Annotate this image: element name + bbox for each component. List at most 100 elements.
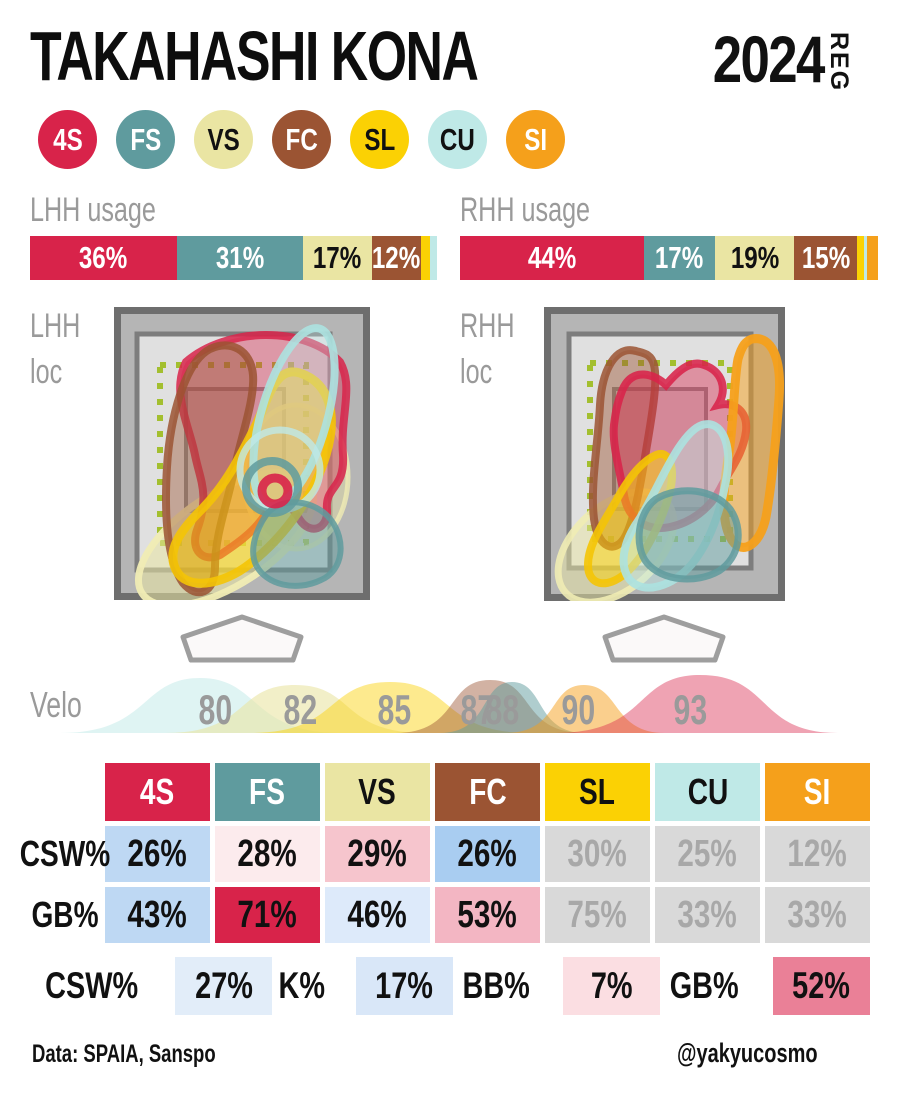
col-header-vs: VS	[325, 763, 430, 821]
pitch-badge-sl: SL	[350, 110, 409, 169]
table-corner	[30, 763, 100, 821]
usage-segment-fs: 31%	[176, 236, 303, 281]
velo-tick-80: 80	[198, 686, 232, 733]
season-year: 2024	[712, 22, 826, 96]
gb-4s: 43%	[105, 887, 210, 943]
overall-stats-row: CSW% 27% K% 17% BB% 7% GB% 52%	[32, 957, 870, 1015]
usage-segment-fc: 15%	[794, 236, 858, 281]
gb-fs: 71%	[215, 887, 320, 943]
rhh-location-plot	[544, 307, 785, 601]
csw-fs: 28%	[215, 826, 320, 882]
col-header-sl: SL	[545, 763, 650, 821]
pitch-badge-label: CU	[440, 121, 475, 157]
velo-tick-85: 85	[377, 686, 411, 733]
contour-fs	[635, 487, 742, 583]
overall-bb-value: 7%	[563, 957, 661, 1015]
velo-curve-sl	[250, 682, 530, 733]
overall-bb: BB% 7%	[453, 957, 661, 1015]
pitch-badge-label: SL	[364, 121, 395, 157]
usage-segment-cu	[863, 236, 868, 281]
row-label-csw: CSW%	[20, 826, 110, 882]
pitch-badge-vs: VS	[194, 110, 253, 169]
lhh-location-plot	[114, 307, 370, 600]
col-header-cu: CU	[655, 763, 760, 821]
usage-segment-4s: 44%	[460, 236, 644, 281]
usage-segment-fc: 12%	[371, 236, 421, 281]
gb-sl: 75%	[545, 887, 650, 943]
csw-si: 12%	[765, 826, 870, 882]
contour-fs-ring	[242, 457, 302, 517]
gb-fc: 53%	[435, 887, 540, 943]
velo-distribution-chart	[60, 675, 838, 733]
usage-segment-4s: 36%	[30, 236, 177, 281]
overall-csw-value: 27%	[175, 957, 273, 1015]
lhh-usage-bar: 36% 31% 17% 12%	[30, 236, 437, 281]
velo-tick-93: 93	[673, 686, 707, 733]
usage-segment-cu	[430, 236, 437, 281]
pitch-badge-label: SI	[524, 121, 547, 157]
player-name: TAKAHASHI KONA	[30, 17, 479, 95]
velo-curve-4s	[555, 675, 838, 733]
col-header-4s: 4S	[105, 763, 210, 821]
lhh-usage-title: LHH usage	[30, 191, 156, 229]
overall-k-value: 17%	[355, 957, 453, 1015]
lhh-home-plate	[180, 614, 304, 663]
rhh-usage-title: RHH usage	[460, 191, 591, 229]
season-block: 2024 REG	[685, 26, 853, 92]
pitch-stats-table: 4S FS VS FC SL CU SI CSW% 26% 28% 29% 26…	[20, 763, 870, 943]
gb-si: 33%	[765, 887, 870, 943]
home-plate-shape	[180, 614, 304, 663]
velo-tick-87: 87	[460, 686, 494, 733]
csw-vs: 29%	[325, 826, 430, 882]
season-type: REG	[825, 32, 853, 93]
usage-segment-fs: 17%	[643, 236, 715, 281]
pitch-type-legend: 4S FS VS FC SL CU SI	[38, 110, 565, 169]
usage-segment-sl	[857, 236, 864, 281]
pitch-badge-label: VS	[207, 121, 240, 157]
page-title: TAKAHASHI KONA	[30, 16, 635, 96]
rhh-home-plate	[602, 614, 726, 663]
usage-segment-sl	[420, 236, 431, 281]
overall-gb-value: 52%	[772, 957, 870, 1015]
rhh-loc-label: RHH loc	[460, 307, 515, 391]
gb-cu: 33%	[655, 887, 760, 943]
velo-tick-88: 88	[485, 686, 519, 733]
contour-fs	[250, 499, 344, 589]
lhh-usage-section: LHH usage 36% 31% 17% 12%	[30, 191, 437, 281]
usage-segment-si	[867, 236, 878, 281]
rhh-usage-section: RHH usage 44% 17% 19% 15%	[460, 191, 878, 281]
contour-4s-ring	[257, 473, 293, 509]
row-label-gb: GB%	[30, 887, 100, 943]
pitch-badge-fs: FS	[116, 110, 175, 169]
velo-title: Velo	[30, 684, 82, 725]
gb-vs: 46%	[325, 887, 430, 943]
home-plate-shape	[602, 614, 726, 663]
overall-gb: GB% 52%	[660, 957, 870, 1015]
rhh-usage-bar: 44% 17% 19% 15%	[460, 236, 878, 281]
csw-cu: 25%	[655, 826, 760, 882]
pitch-badge-4s: 4S	[38, 110, 97, 169]
col-header-fs: FS	[215, 763, 320, 821]
usage-segment-vs: 17%	[302, 236, 372, 281]
velo-tick-82: 82	[283, 686, 317, 733]
pitch-badge-label: 4S	[52, 121, 83, 157]
col-header-fc: FC	[435, 763, 540, 821]
overall-k: K% 17%	[272, 957, 453, 1015]
pitch-badge-si: SI	[506, 110, 565, 169]
csw-4s: 26%	[105, 826, 210, 882]
author-credit: @yakyucosmo	[677, 1038, 818, 1068]
col-header-si: SI	[765, 763, 870, 821]
usage-segment-vs: 19%	[714, 236, 795, 281]
velo-tick-90: 90	[561, 686, 595, 733]
csw-fc: 26%	[435, 826, 540, 882]
lhh-loc-label: LHH loc	[30, 307, 81, 391]
data-source: Data: SPAIA, Sanspo	[32, 1040, 216, 1068]
pitch-badge-label: FS	[130, 121, 161, 157]
pitch-badge-label: FC	[285, 121, 318, 157]
pitch-badge-fc: FC	[272, 110, 331, 169]
pitch-badge-cu: CU	[428, 110, 487, 169]
velo-curve-si	[505, 685, 665, 733]
velo-curve-vs	[165, 685, 425, 733]
csw-sl: 30%	[545, 826, 650, 882]
overall-csw: CSW% 27%	[32, 957, 273, 1015]
